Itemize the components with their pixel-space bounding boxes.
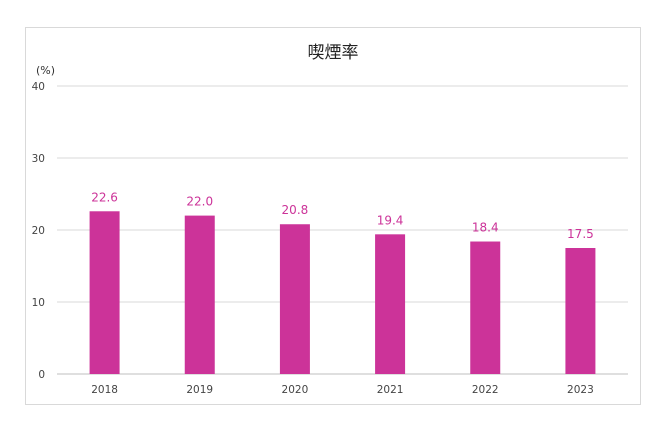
x-tick-label: 2023 (567, 384, 594, 396)
data-label: 18.4 (472, 221, 499, 235)
x-tick-label: 2020 (282, 384, 309, 396)
bar (470, 241, 501, 374)
data-label: 19.4 (377, 213, 404, 227)
x-tick-label: 2019 (186, 384, 213, 396)
x-tick-label: 2022 (472, 384, 499, 396)
bar (184, 215, 215, 374)
x-axis-ticks: 2018 2019 2020 2021 2022 2023 (91, 384, 594, 396)
x-tick-label: 2021 (377, 384, 404, 396)
data-label: 17.5 (567, 227, 594, 241)
chart-title: 喫煙率 (308, 43, 359, 63)
x-tick-label: 2018 (91, 384, 118, 396)
y-tick-label: 20 (32, 225, 45, 237)
data-label: 22.0 (186, 195, 213, 209)
y-axis-unit-label: (%) (36, 64, 55, 77)
y-tick-label: 40 (32, 81, 45, 93)
bars (89, 211, 596, 374)
y-tick-label: 10 (32, 297, 45, 309)
bar (279, 224, 310, 374)
data-labels: 22.6 22.0 20.8 19.4 18.4 17.5 (91, 190, 594, 241)
bar (565, 248, 596, 374)
y-axis-ticks: 0 10 20 30 40 (32, 81, 45, 381)
data-label: 20.8 (282, 203, 309, 217)
bar (89, 211, 120, 374)
chart-frame (25, 27, 641, 405)
y-tick-label: 0 (38, 369, 45, 381)
gridlines (57, 85, 628, 375)
bar (375, 234, 406, 374)
data-label: 22.6 (91, 190, 118, 204)
y-tick-label: 30 (32, 153, 45, 165)
